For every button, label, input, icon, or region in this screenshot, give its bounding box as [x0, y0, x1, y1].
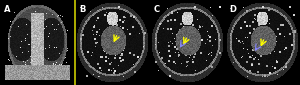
- Text: C: C: [154, 5, 160, 14]
- Text: B: B: [79, 5, 85, 14]
- Text: D: D: [229, 5, 236, 14]
- Text: A: A: [4, 5, 10, 14]
